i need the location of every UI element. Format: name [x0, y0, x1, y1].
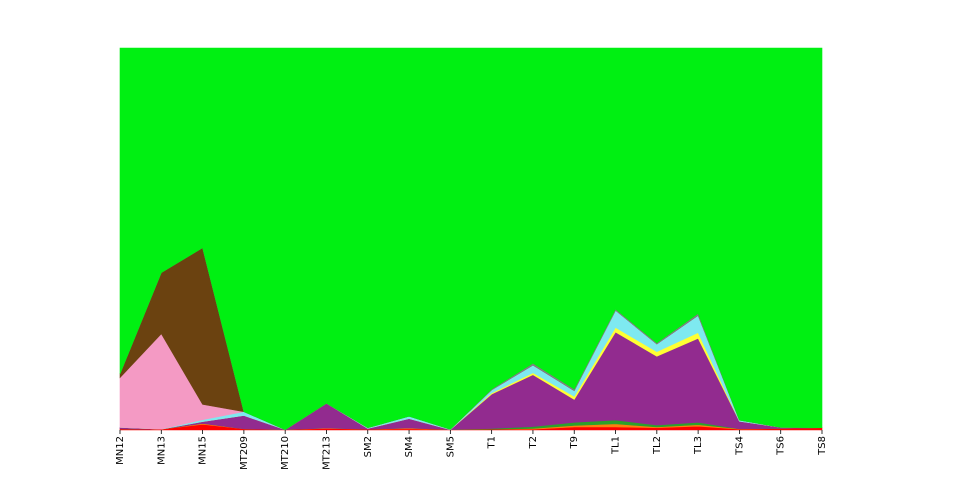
x-tick-label: T1	[487, 436, 498, 449]
x-tick-label: MN13	[156, 436, 167, 465]
x-tick-label: TS4	[734, 436, 745, 456]
area-series-group	[119, 47, 823, 431]
x-tick-label: TL3	[693, 436, 704, 455]
x-tick-label: SM2	[363, 436, 374, 457]
x-tick-label: MN12	[115, 436, 126, 465]
x-axis-ticks: MN12 MN13 MN15 MT209 MT210 MT213 SM2 SM4 SM5 T1 T2…	[115, 430, 828, 470]
x-tick-label: T2	[528, 436, 539, 449]
x-tick-label: SM4	[404, 436, 415, 457]
x-tick-label: MT210	[280, 436, 291, 470]
x-tick-label: MT213	[321, 436, 332, 470]
x-tick-label: TS6	[776, 436, 787, 456]
x-tick-label: TL1	[611, 436, 622, 455]
area-series-9	[119, 47, 823, 430]
x-tick-label: T9	[569, 436, 580, 449]
x-tick-label: MT209	[239, 436, 250, 470]
x-tick-label: TS8	[817, 436, 828, 456]
x-tick-label: SM5	[445, 436, 456, 457]
x-tick-label: MN15	[198, 436, 209, 465]
x-tick-label: TL2	[652, 436, 663, 455]
